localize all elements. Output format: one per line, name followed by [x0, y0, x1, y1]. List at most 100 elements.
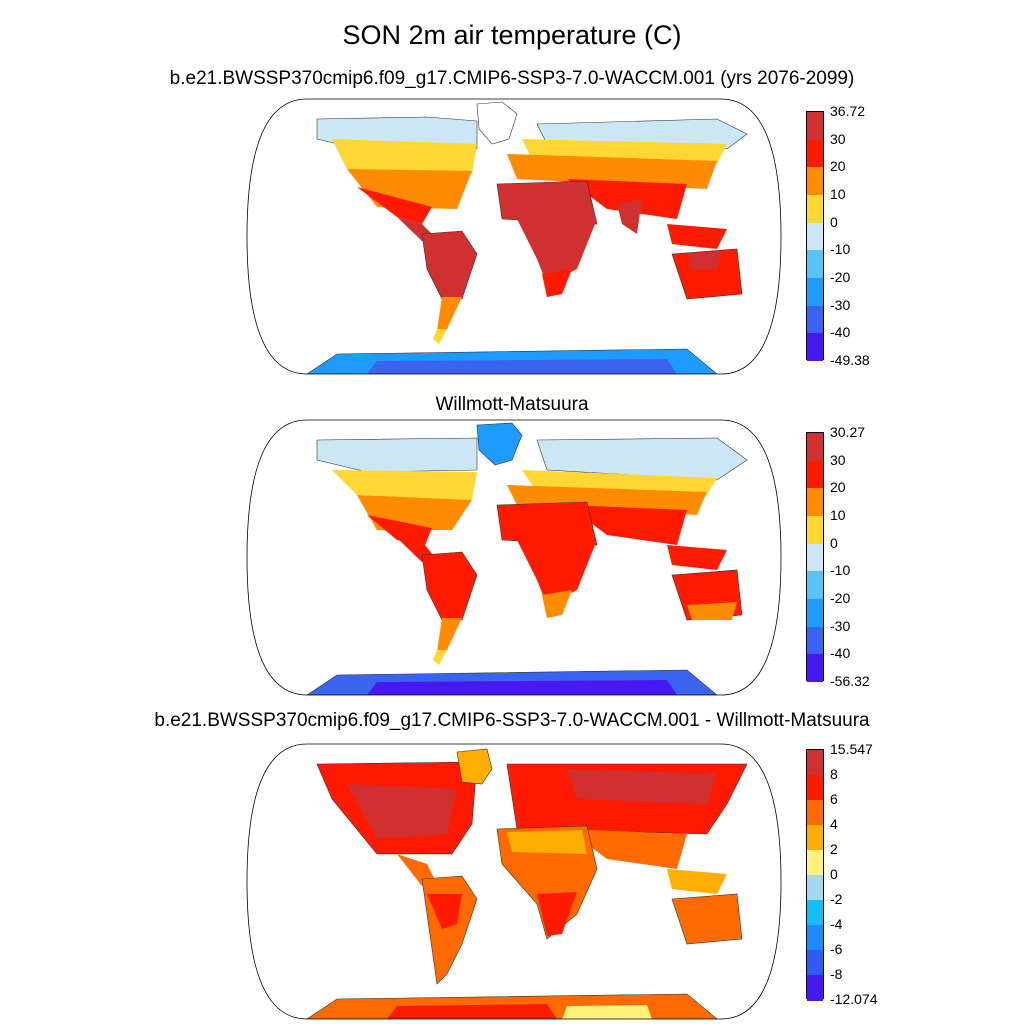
south-america-hot	[427, 894, 462, 929]
colorbar-label: 30.27	[830, 424, 866, 440]
colorbar-label: 0	[830, 866, 838, 882]
colorbar-swatch	[807, 250, 823, 279]
africa-sahara	[507, 830, 587, 854]
indonesia	[667, 224, 727, 249]
antarctica-warm	[387, 1004, 557, 1019]
colorbar-label: -49.38	[830, 352, 870, 368]
greenland	[476, 422, 523, 466]
colorbar-swatch	[807, 278, 823, 307]
eurasia-core	[567, 769, 717, 804]
colorbar-label: 10	[830, 186, 846, 202]
colorbar-swatch	[807, 112, 823, 141]
colorbar-swatch	[807, 825, 823, 851]
south-america-tropics	[421, 551, 478, 621]
panel-2-colorbar-box	[806, 432, 824, 683]
indonesia	[667, 869, 727, 894]
greenland	[456, 748, 493, 785]
panel-2-map-svg	[246, 419, 782, 696]
panel-1-map	[246, 98, 782, 375]
indonesia	[667, 545, 727, 570]
colorbar-label: 0	[830, 534, 838, 551]
australia-north	[687, 251, 722, 271]
colorbar-label: 0	[830, 213, 838, 230]
africa-central	[517, 540, 597, 605]
colorbar-swatch	[807, 925, 823, 951]
north-america-south	[367, 515, 432, 545]
colorbar-label: 6	[830, 791, 838, 807]
map-outline	[246, 98, 782, 375]
colorbar-swatch	[807, 195, 823, 224]
main-title: SON 2m air temperature (C)	[342, 20, 682, 50]
panel-3-colorbar-box	[806, 749, 824, 1001]
eurasia-midlat	[507, 485, 707, 515]
colorbar-label: 30	[830, 451, 846, 468]
asia-south	[567, 179, 687, 219]
north-america-south	[357, 187, 432, 224]
colorbar-swatch	[807, 460, 823, 489]
colorbar-label: 15.547	[830, 741, 873, 757]
colorbar-label: -4	[830, 916, 843, 932]
colorbar-label: 8	[830, 766, 838, 782]
colorbar-swatch	[807, 139, 823, 168]
colorbar-label: -10	[830, 562, 851, 579]
colorbar-label: -10	[830, 241, 851, 258]
colorbar-swatch	[807, 950, 823, 976]
south-america-tip	[433, 329, 447, 344]
antarctica-interior	[367, 359, 677, 374]
north-america-highlat	[332, 470, 477, 500]
colorbar-label: -40	[830, 324, 851, 341]
antarctica-interior	[367, 680, 677, 695]
colorbar-label: -20	[830, 269, 851, 285]
australia	[671, 893, 743, 945]
colorbar-label: -30	[830, 296, 851, 313]
south-america-tip	[433, 650, 447, 665]
colorbar-label: -20	[830, 590, 851, 606]
colorbar-swatch	[807, 850, 823, 876]
colorbar-swatch	[807, 975, 823, 1001]
colorbar-label: -6	[830, 941, 843, 957]
asia-south	[567, 829, 687, 869]
colorbar-swatch	[807, 571, 823, 600]
australia-south	[687, 602, 737, 620]
colorbar-swatch	[807, 626, 823, 655]
colorbar-swatch	[807, 488, 823, 517]
colorbar-swatch	[807, 222, 823, 251]
colorbar-label: -56.32	[830, 673, 870, 689]
colorbar-label: -8	[830, 966, 843, 982]
colorbar-label: 20	[830, 158, 846, 175]
colorbar-swatch	[807, 800, 823, 826]
africa-north	[496, 501, 598, 546]
africa-north	[496, 180, 598, 225]
colorbar-label: -30	[830, 617, 851, 634]
colorbar-swatch	[807, 775, 823, 801]
colorbar-swatch	[807, 516, 823, 545]
colorbar-swatch	[807, 333, 823, 362]
south-america-south	[437, 618, 462, 652]
panel-2-map	[246, 419, 782, 696]
colorbar-swatch	[807, 433, 823, 462]
greenland	[476, 101, 518, 145]
eurasia-arctic	[536, 437, 748, 481]
panel-3-map	[246, 743, 782, 1020]
colorbar-label: 4	[830, 816, 838, 832]
central-america	[397, 854, 437, 886]
colorbar-swatch	[807, 599, 823, 628]
asia-south	[567, 505, 687, 545]
africa-south	[542, 590, 572, 618]
colorbar-label: 10	[830, 507, 846, 523]
north-america-highlat	[332, 139, 477, 174]
panel-1-title: b.e21.BWSSP370cmip6.f09_g17.CMIP6-SSP3-7…	[169, 68, 855, 89]
panel-2-title: Willmott-Matsuura	[435, 394, 589, 415]
map-outline	[246, 743, 782, 1020]
colorbar-swatch	[807, 875, 823, 901]
colorbar-label: 20	[830, 479, 846, 496]
antarctica-min	[562, 1005, 652, 1019]
africa-south	[537, 892, 577, 936]
panel-3-map-svg	[246, 743, 782, 1020]
colorbar-label: 2	[830, 841, 838, 857]
panel-3-title: b.e21.BWSSP370cmip6.f09_g17.CMIP6-SSP3-7…	[154, 710, 870, 731]
colorbar-label: -12.074	[830, 991, 878, 1007]
north-america-arctic	[316, 437, 478, 473]
map-outline	[246, 419, 782, 696]
africa-central	[517, 219, 597, 284]
